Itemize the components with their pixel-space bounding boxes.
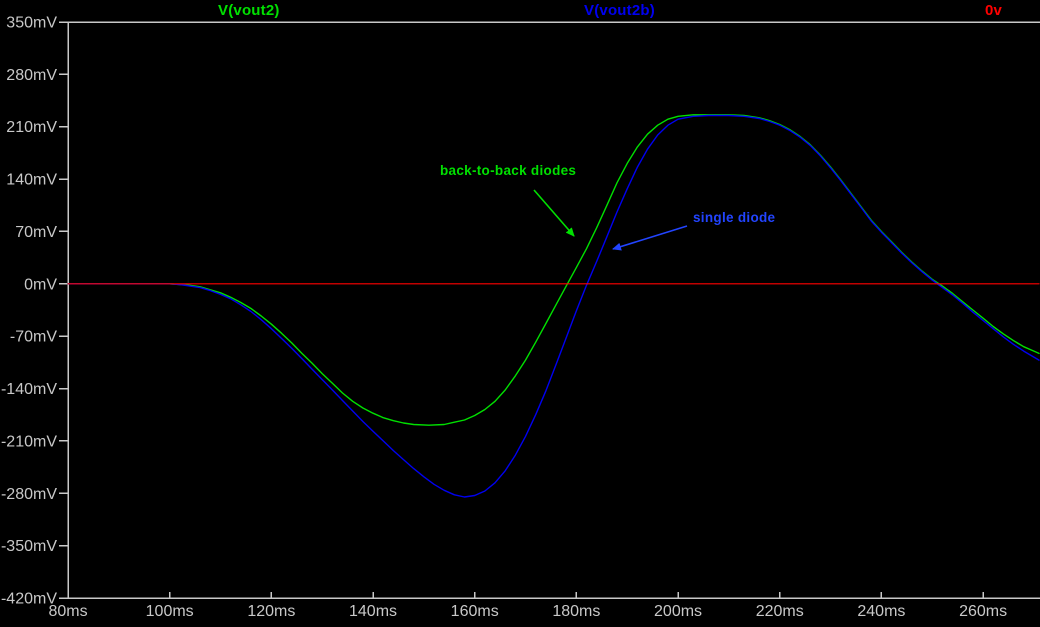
x-tick-label: 140ms <box>349 603 397 620</box>
x-tick-label: 240ms <box>857 603 905 620</box>
y-tick-label: 0mV <box>24 276 57 293</box>
back-to-back-diodes-label: back-to-back diodes <box>440 163 576 178</box>
traces <box>67 114 1040 498</box>
y-tick-label: 280mV <box>6 67 57 84</box>
legend-trace-vout2[interactable]: V(vout2) <box>218 2 280 19</box>
y-tick-label: 350mV <box>6 15 57 32</box>
trace-vvout2 <box>67 114 1040 426</box>
x-tick-label: 220ms <box>756 603 804 620</box>
x-tick-label: 180ms <box>552 603 600 620</box>
single-diode-arrow <box>612 225 688 251</box>
trace-vvout2b <box>67 114 1040 498</box>
back-to-back-diodes-arrow <box>533 189 575 237</box>
legend-trace-0v[interactable]: 0v <box>985 2 1003 19</box>
y-tick-label: 210mV <box>6 119 57 136</box>
x-tick-label: 260ms <box>959 603 1007 620</box>
axes: 350mV 280mV 210mV 140mV 70mV 0mV -70mV -140mV -2… <box>1 15 1040 620</box>
y-tick-label: 140mV <box>6 172 57 189</box>
y-tick-label: -280mV <box>1 486 57 503</box>
x-tick-label: 80ms <box>48 603 87 620</box>
y-tick-label: -210mV <box>1 433 57 450</box>
single-diode-label: single diode <box>693 210 776 225</box>
x-tick-label: 100ms <box>146 603 194 620</box>
x-tick-label: 160ms <box>451 603 499 620</box>
y-tick-label: -420mV <box>1 591 57 608</box>
annotations: back-to-back diodes single diode <box>440 163 776 251</box>
legend-trace-vout2b[interactable]: V(vout2b) <box>584 2 655 19</box>
y-tick-label: -350mV <box>1 538 57 555</box>
x-tick-label: 200ms <box>654 603 702 620</box>
y-tick-label: -140mV <box>1 381 57 398</box>
y-tick-label: 70mV <box>15 224 57 241</box>
y-tick-label: -70mV <box>10 329 57 346</box>
x-tick-label: 120ms <box>247 603 295 620</box>
